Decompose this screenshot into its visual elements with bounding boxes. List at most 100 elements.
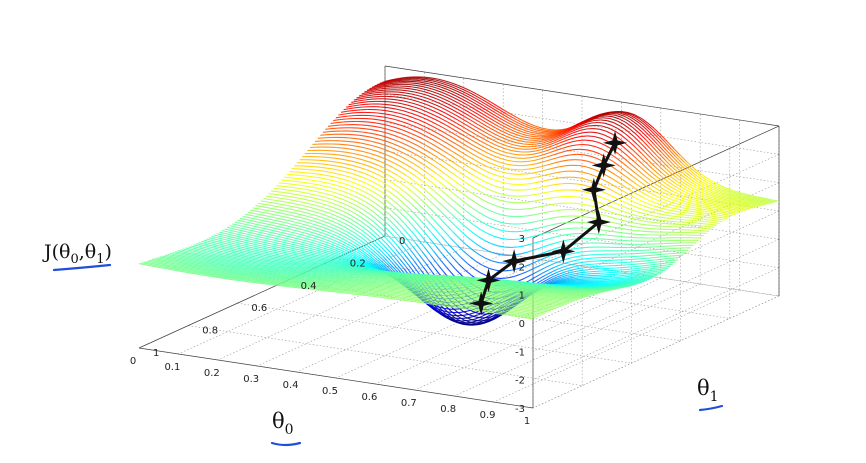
surface-mesh-segment [693,167,701,174]
surface-mesh-segment [349,264,357,267]
surface-mesh-segment [388,262,397,271]
surface-mesh-segment [350,270,358,273]
surface-mesh-segment [550,287,557,290]
surface-mesh-segment [232,244,240,248]
surface-mesh-segment [250,234,258,238]
surface-mesh-segment [499,286,507,289]
surface-mesh-segment [680,155,688,163]
surface-mesh-segment [528,167,536,170]
surface-mesh-segment [713,199,721,202]
surface-mesh-segment [286,258,294,261]
surface-mesh-segment [519,271,528,275]
surface-mesh-segment [721,211,729,214]
surface-mesh-segment [328,263,336,266]
surface-mesh-segment [245,213,252,217]
surface-mesh-segment [439,129,447,135]
surface-mesh-segment [390,252,398,261]
surface-mesh-segment [378,248,386,256]
surface-mesh-segment [416,188,424,196]
surface-mesh-segment [626,268,634,271]
surface-mesh-segment [725,214,733,217]
surface-mesh-segment [607,120,614,124]
surface-mesh-segment [480,272,488,277]
surface-mesh-segment [415,114,423,119]
surface-mesh-segment [631,263,639,266]
surface-mesh-segment [480,112,488,118]
surface-mesh-segment [679,206,687,210]
surface-mesh-segment [515,287,522,290]
surface-mesh-segment [580,177,587,181]
surface-mesh-segment [232,234,240,238]
surface-mesh-segment [368,277,375,279]
surface-mesh-segment [304,258,312,261]
surface-mesh-segment [417,145,425,150]
surface-mesh-segment [513,273,521,278]
surface-mesh-segment [622,266,630,269]
surface-mesh-segment [381,278,389,280]
surface-mesh-segment [420,234,428,244]
surface-mesh-segment [544,184,552,188]
surface-mesh-segment [645,206,653,210]
surface-mesh-segment [406,114,414,119]
surface-mesh-segment [657,219,665,222]
surface-mesh-segment [360,97,368,100]
surface-mesh-segment [311,271,319,274]
surface-mesh-segment [549,137,557,142]
surface-mesh-segment [614,130,623,137]
surface-mesh-segment [408,170,416,177]
surface-mesh-segment [309,272,316,275]
surface-mesh-segment [393,130,401,134]
surface-mesh-segment [345,223,353,229]
surface-mesh-segment [433,97,441,102]
surface-mesh-segment [366,270,374,273]
surface-mesh-segment [470,103,478,108]
surface-mesh-segment [317,253,325,257]
surface-mesh-segment [568,248,576,251]
surface-mesh-segment [318,205,326,209]
surface-mesh-segment [654,268,662,271]
surface-mesh-segment [625,170,633,177]
surface-mesh-segment [658,152,666,161]
surface-mesh-segment [504,163,512,166]
surface-mesh-segment [369,86,377,90]
surface-mesh-segment [409,155,417,161]
surface-mesh-segment [181,252,189,256]
surface-mesh-segment [591,121,599,124]
surface-mesh-segment [438,276,446,279]
surface-mesh-segment [566,297,574,300]
surface-mesh-segment [439,153,447,159]
surface-mesh-segment [386,272,394,275]
surface-mesh-segment [362,218,370,224]
surface-mesh-segment [406,159,414,165]
surface-mesh-segment [341,275,349,277]
surface-mesh-segment [615,186,623,191]
surface-mesh-segment [477,143,485,148]
surface-mesh-segment [277,220,285,224]
surface-mesh-segment [600,119,608,122]
surface-mesh-segment [420,276,428,279]
surface-mesh-segment [336,266,344,269]
surface-mesh-segment [335,255,343,259]
surface-mesh-segment [383,87,391,89]
surface-mesh-segment [222,249,229,252]
surface-mesh-segment [416,103,424,108]
surface-mesh-segment [678,201,686,205]
surface-mesh-segment [410,230,419,240]
surface-mesh-segment [427,132,435,137]
surface-mesh-segment [515,292,522,295]
surface-mesh-segment [342,186,350,191]
surface-mesh-segment [304,250,312,254]
surface-mesh-segment [529,286,537,289]
surface-mesh-segment [485,155,493,160]
surface-mesh-segment [279,238,287,242]
surface-mesh-segment [684,177,692,183]
surface-mesh-segment [337,269,345,271]
surface-mesh-segment [255,263,262,266]
surface-mesh-segment [441,286,449,289]
surface-mesh-segment [519,288,526,291]
surface-mesh-segment [662,262,669,265]
surface-mesh-segment [553,137,561,142]
surface-mesh-segment [604,144,612,150]
surface-mesh-segment [437,279,445,281]
surface-mesh-segment [617,182,625,188]
